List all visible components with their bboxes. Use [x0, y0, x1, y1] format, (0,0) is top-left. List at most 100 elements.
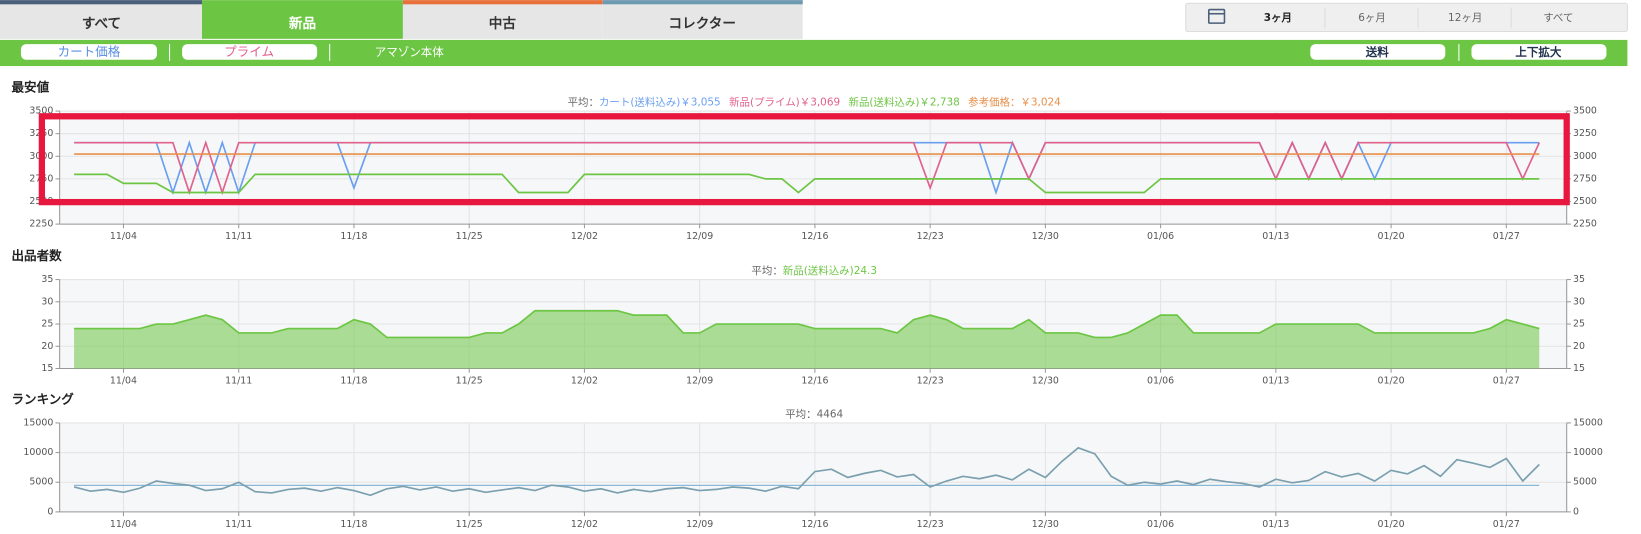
- y2-tick-label: 3250: [1573, 128, 1597, 139]
- x-tick-label: 01/20: [1378, 376, 1405, 387]
- y2-tick-label: 15000: [1573, 417, 1603, 428]
- average-label: ￥2,738: [919, 97, 959, 109]
- x-tick-label: 12/23: [917, 376, 944, 387]
- tab-bg-active: [201, 0, 403, 39]
- x-tick-label: 11/04: [110, 231, 137, 242]
- x-tick-label: 12/09: [686, 519, 713, 530]
- x-tick-label: 11/18: [340, 376, 367, 387]
- legend-entry: 参考価格：: [968, 96, 1020, 109]
- legend-entry: 新品(送料込み): [783, 264, 854, 277]
- series-line: [74, 309, 1540, 339]
- y-tick-label: 35: [41, 274, 53, 285]
- average-prefix: 平均：: [785, 409, 816, 421]
- period-selector: 3ヶ月 6ヶ月 12ヶ月 すべて: [1185, 2, 1628, 33]
- y-tick-label: 2250: [29, 219, 53, 230]
- section-title: ランキング: [12, 391, 75, 406]
- filter-label[interactable]: カート価格: [58, 44, 121, 59]
- x-tick-label: 11/25: [456, 231, 483, 242]
- chart-subtitle: 平均：カート(送料込み)￥3,055 新品(プライム)￥3,069 新品(送料込み)…: [568, 96, 1062, 109]
- y-tick-label: 10000: [23, 447, 53, 458]
- average-value: 24.3: [854, 265, 877, 277]
- x-tick-label: 01/20: [1378, 231, 1405, 242]
- period-option[interactable]: 3ヶ月: [1264, 12, 1292, 24]
- period-option[interactable]: 12ヶ月: [1448, 12, 1482, 24]
- chart: ランキング 0 0 5000 5000 10000 10000 15000 15000 11/04…: [12, 391, 1603, 530]
- option-label[interactable]: 送料: [1365, 45, 1389, 59]
- y-tick-label: 25: [41, 319, 53, 330]
- calendar-icon[interactable]: [1207, 8, 1226, 24]
- x-tick-label: 01/13: [1262, 231, 1289, 242]
- tab[interactable]: すべて: [82, 16, 121, 32]
- tab[interactable]: コレクター: [669, 16, 736, 32]
- x-tick-label: 11/25: [456, 376, 483, 387]
- period-option[interactable]: すべて: [1543, 12, 1573, 24]
- y-tick-label: 0: [47, 506, 53, 517]
- tab-stripe: [402, 0, 603, 5]
- x-tick-label: 01/06: [1147, 376, 1174, 387]
- filter-bar: カート価格 プライム アマゾン本体 送料 上下拡大: [0, 39, 1628, 67]
- y-tick-label: 20: [41, 341, 53, 352]
- filter-label[interactable]: アマゾン本体: [375, 45, 444, 59]
- x-tick-label: 11/11: [225, 376, 252, 387]
- x-tick-label: 12/16: [801, 376, 828, 387]
- y2-tick-label: 25: [1573, 319, 1585, 330]
- tab[interactable]: 中古: [489, 15, 517, 32]
- x-tick-label: 01/13: [1262, 519, 1289, 530]
- y2-tick-label: 2250: [1573, 219, 1597, 230]
- chart-subtitle: 平均：4464: [785, 409, 843, 421]
- x-tick-label: 11/18: [340, 519, 367, 530]
- tab-bar: すべて 新品 中古 コレクター: [0, 0, 803, 39]
- y2-tick-label: 5000: [1573, 477, 1597, 488]
- y-tick-label: 15: [41, 363, 53, 374]
- period-option[interactable]: 6ヶ月: [1358, 12, 1386, 24]
- x-tick-label: 12/02: [571, 376, 598, 387]
- x-tick-label: 01/20: [1378, 519, 1405, 530]
- option-button[interactable]: [1310, 44, 1446, 60]
- x-tick-label: 12/02: [571, 231, 598, 242]
- average-label: ￥3,069: [800, 97, 840, 109]
- legend-entry: 新品(送料込み): [849, 96, 920, 109]
- series-area: [74, 310, 1540, 369]
- y-tick-label: 3500: [29, 106, 53, 117]
- x-tick-label: 01/27: [1493, 519, 1520, 530]
- y2-tick-label: 2750: [1573, 173, 1597, 184]
- x-tick-label: 12/16: [801, 231, 828, 242]
- average-prefix: 平均：: [568, 97, 599, 109]
- y2-tick-label: 10000: [1573, 447, 1603, 458]
- x-tick-label: 12/09: [686, 376, 713, 387]
- highlight-box: [38, 113, 1570, 206]
- y2-tick-label: 3000: [1573, 151, 1597, 162]
- y2-tick-label: 15: [1573, 363, 1585, 374]
- tab[interactable]: 新品: [289, 15, 316, 32]
- filter-label[interactable]: プライム: [224, 44, 274, 59]
- y2-tick-label: 35: [1573, 274, 1585, 285]
- option-label[interactable]: 上下拡大: [1515, 45, 1561, 59]
- x-tick-label: 12/02: [571, 519, 598, 530]
- y-tick-label: 30: [41, 296, 53, 307]
- tab-stripe: [602, 0, 803, 5]
- y-tick-label: 5000: [29, 477, 53, 488]
- option-button[interactable]: [1471, 44, 1607, 60]
- x-tick-label: 12/16: [801, 519, 828, 530]
- x-tick-label: 01/13: [1262, 376, 1289, 387]
- y2-tick-label: 3500: [1573, 106, 1597, 117]
- average-label: ￥3,055: [680, 97, 720, 109]
- series-line: [74, 140, 1541, 196]
- x-tick-label: 11/18: [340, 231, 367, 242]
- x-tick-label: 11/25: [456, 519, 483, 530]
- x-tick-label: 12/30: [1032, 376, 1059, 387]
- section-title: 出品者数: [12, 248, 63, 263]
- section-title: 最安値: [12, 80, 50, 95]
- filter-button[interactable]: [182, 44, 318, 60]
- y2-tick-label: 2500: [1573, 196, 1597, 207]
- series-line: [73, 446, 1540, 497]
- plot-area: [59, 111, 1567, 225]
- filter-button[interactable]: [20, 44, 157, 60]
- y2-tick-label: 0: [1573, 506, 1579, 517]
- x-tick-label: 11/04: [110, 519, 137, 530]
- x-tick-label: 01/27: [1493, 231, 1520, 242]
- series-line: [74, 173, 1540, 194]
